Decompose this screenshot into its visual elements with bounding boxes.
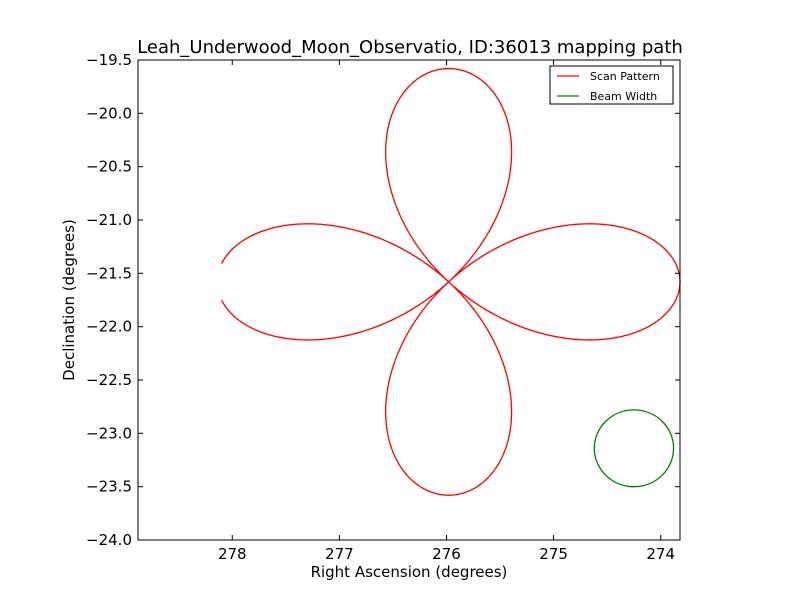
x-axis-ticks: 278 277 276 275 274 (218, 60, 675, 563)
legend: Scan Pattern Beam Width (549, 65, 674, 105)
chart-title: Leah_Underwood_Moon_Observatio, ID:36013… (137, 37, 683, 58)
x-tick-label: 278 (218, 545, 247, 563)
y-tick-label: −22.5 (86, 371, 132, 389)
y-tick-label: −22.0 (86, 318, 132, 336)
y-tick-label: −19.5 (86, 51, 132, 69)
plot-frame (137, 59, 681, 541)
y-tick-label: −23.5 (86, 478, 132, 496)
y-tick-label: −20.0 (86, 104, 132, 122)
legend-box (549, 65, 674, 105)
plot-background (138, 60, 680, 540)
y-tick-label: −21.5 (86, 264, 132, 282)
y-tick-label: −21.0 (86, 211, 132, 229)
y-axis-ticks: −19.5 −20.0 −20.5 −21.0 −21.5 −22.0 −22.5 −23.0… (86, 51, 680, 549)
y-axis-label: Declination (degrees) (60, 219, 78, 381)
legend-label-beam-width: Beam Width (590, 90, 657, 103)
x-tick-label: 274 (646, 545, 675, 563)
x-tick-label: 277 (325, 545, 354, 563)
x-tick-label: 276 (432, 545, 461, 563)
y-tick-label: −24.0 (86, 531, 132, 549)
y-tick-label: −20.5 (86, 158, 132, 176)
x-axis-label: Right Ascension (degrees) (311, 563, 508, 581)
x-tick-label: 275 (539, 545, 568, 563)
y-tick-label: −23.0 (86, 424, 132, 442)
beam-width-circle (593, 409, 675, 488)
legend-label-scan-pattern: Scan Pattern (590, 70, 660, 83)
plot-area (137, 59, 681, 541)
